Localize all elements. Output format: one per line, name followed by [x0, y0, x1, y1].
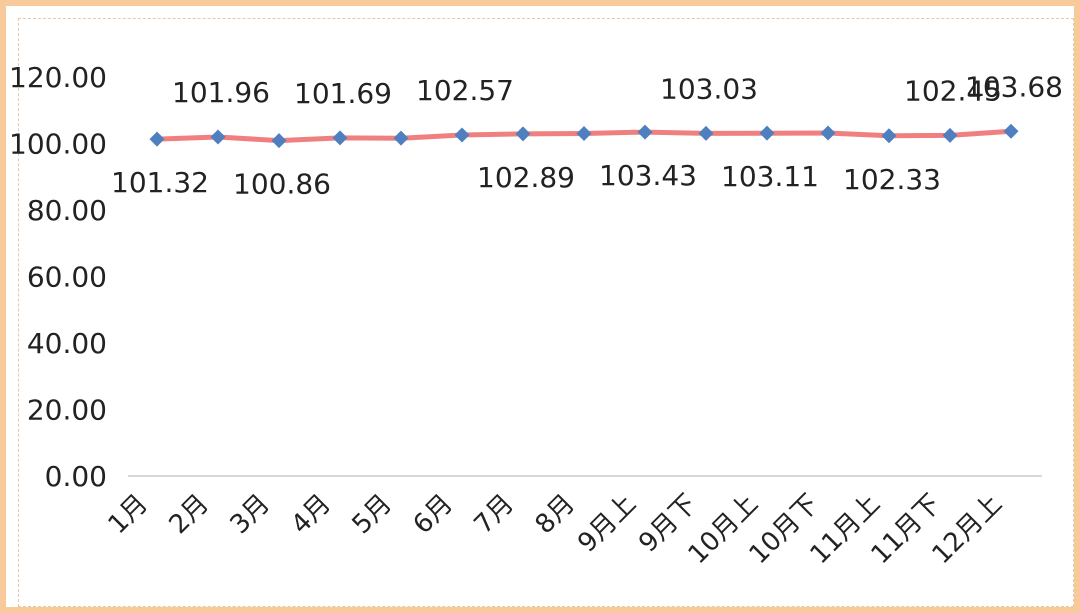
- chart-inner-border: [18, 18, 1074, 607]
- data-label: 101.96: [172, 76, 270, 109]
- x-tick-label: 4月: [286, 489, 337, 540]
- data-point-marker: [820, 125, 836, 141]
- y-tick-label: 100.00: [9, 128, 107, 161]
- x-tick-label: 5月: [347, 489, 398, 540]
- x-tick-label: 8月: [530, 489, 581, 540]
- data-label: 101.69: [294, 77, 392, 110]
- data-point-marker: [149, 131, 165, 147]
- data-label: 103.03: [660, 72, 758, 105]
- data-label: 103.68: [965, 70, 1063, 103]
- y-axis-ticks: 0.00 20.00 40.00 60.00 80.00 100.00 120.00: [9, 61, 107, 493]
- data-point-marker: [576, 126, 592, 142]
- y-tick-label: 20.00: [27, 394, 107, 427]
- data-label: 101.32: [111, 166, 209, 199]
- y-tick-label: 40.00: [27, 327, 107, 360]
- y-tick-label: 120.00: [9, 61, 107, 94]
- x-tick-label: 9月上: [572, 489, 642, 559]
- data-point-marker: [759, 125, 775, 141]
- x-tick-label: 2月: [164, 489, 215, 540]
- x-tick-label: 3月: [225, 489, 276, 540]
- data-point-marker: [637, 124, 653, 140]
- data-label: 103.43: [599, 159, 697, 192]
- data-labels: 101.32 101.96 100.86 101.69 102.57 102.89 103.…: [111, 70, 1063, 200]
- y-tick-label: 60.00: [27, 261, 107, 294]
- data-label: 102.45: [904, 74, 1002, 107]
- x-axis-ticks: 1月 2月 3月 4月 5月 6月 7月 8月9月上9月下10月上10月下11月上11月下12…: [103, 489, 1008, 570]
- data-label: 102.33: [843, 163, 941, 196]
- data-label: 102.57: [416, 74, 514, 107]
- x-tick-label: 12月上: [927, 489, 1008, 570]
- data-label: 102.89: [477, 161, 575, 194]
- data-point-marker: [271, 133, 287, 149]
- x-tick-label: 7月: [469, 489, 520, 540]
- x-tick-label: 1月: [103, 489, 154, 540]
- data-point-marker: [698, 125, 714, 141]
- data-point-marker: [332, 130, 348, 146]
- data-point-marker: [881, 128, 897, 144]
- data-point-marker: [210, 129, 226, 145]
- data-point-marker: [1003, 123, 1019, 139]
- data-point-marker: [393, 130, 409, 146]
- data-point-marker: [515, 126, 531, 142]
- y-tick-label: 80.00: [27, 194, 107, 227]
- series-markers: [149, 123, 1019, 149]
- x-tick-label: 6月: [408, 489, 459, 540]
- data-label: 100.86: [233, 168, 331, 201]
- y-tick-label: 0.00: [45, 460, 107, 493]
- data-point-marker: [942, 127, 958, 143]
- data-label: 103.11: [721, 160, 819, 193]
- data-point-marker: [454, 127, 470, 143]
